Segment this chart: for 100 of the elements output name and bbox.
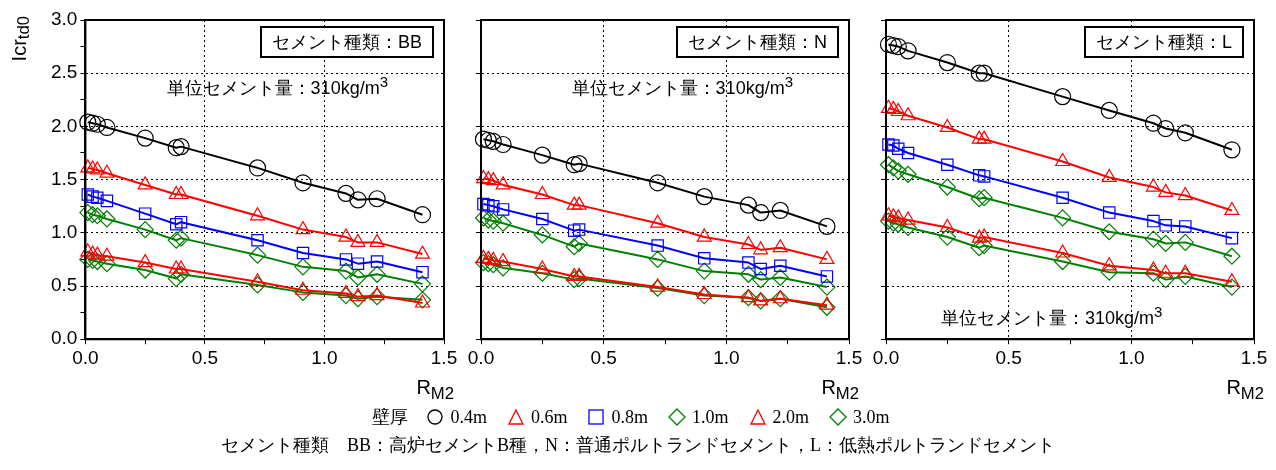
point	[740, 235, 756, 250]
point	[482, 198, 495, 212]
point	[1145, 178, 1161, 192]
point	[248, 159, 267, 177]
y-tick-label: 1.0	[50, 221, 78, 243]
point	[772, 290, 788, 304]
point	[698, 252, 711, 265]
point	[172, 265, 190, 283]
point	[884, 36, 902, 55]
point	[474, 253, 493, 272]
point	[818, 217, 836, 236]
point	[1144, 264, 1163, 282]
y-tick-label: 1.5	[50, 167, 78, 189]
point	[1223, 141, 1241, 159]
point	[251, 233, 264, 247]
point	[649, 279, 667, 297]
point	[566, 267, 582, 282]
point	[884, 214, 902, 232]
point	[565, 238, 583, 256]
point	[899, 165, 917, 183]
point	[819, 250, 835, 264]
annotation: セメント種類：L	[1083, 26, 1244, 58]
point	[1224, 201, 1240, 216]
point	[337, 286, 355, 305]
point	[1158, 183, 1174, 197]
point	[938, 178, 956, 196]
point	[938, 228, 956, 246]
point	[81, 188, 95, 201]
point	[1145, 261, 1161, 275]
point	[138, 207, 152, 220]
point	[887, 139, 900, 152]
point	[89, 246, 105, 260]
point	[650, 214, 666, 228]
x-tick-label: 1.5	[430, 346, 458, 368]
point	[479, 211, 497, 229]
point	[1103, 206, 1116, 219]
point	[350, 288, 366, 302]
point	[1147, 214, 1160, 228]
point	[338, 228, 354, 242]
point	[567, 224, 581, 237]
point	[295, 281, 311, 295]
point	[98, 210, 116, 228]
point	[970, 239, 988, 257]
point	[879, 156, 898, 174]
point	[939, 218, 955, 233]
point	[339, 253, 353, 266]
point	[88, 115, 106, 133]
point	[368, 265, 386, 283]
point	[534, 260, 550, 274]
point	[971, 130, 987, 144]
point	[752, 292, 770, 310]
point	[695, 262, 713, 280]
y-tick-label: 2.0	[50, 114, 78, 136]
point	[885, 100, 901, 114]
y-tick-label: 0.5	[50, 274, 78, 296]
legend-label: 0.8m	[611, 407, 648, 427]
point	[938, 53, 956, 72]
point	[739, 265, 758, 283]
point	[295, 221, 311, 235]
point	[369, 233, 385, 247]
point	[818, 278, 836, 296]
point	[739, 196, 758, 214]
point	[1223, 278, 1241, 296]
point	[349, 268, 367, 287]
point	[83, 206, 102, 224]
point	[884, 159, 902, 177]
point	[494, 135, 512, 154]
point	[1158, 264, 1174, 278]
point	[137, 253, 153, 268]
point	[570, 155, 588, 173]
point	[167, 269, 185, 288]
point	[494, 259, 512, 277]
point	[536, 212, 549, 226]
point	[369, 286, 385, 301]
point	[349, 191, 367, 209]
point	[88, 207, 106, 225]
point	[900, 211, 916, 225]
point	[565, 156, 583, 174]
point	[752, 203, 770, 222]
legend-label: 2.0m	[772, 407, 810, 427]
point	[772, 239, 788, 253]
point	[1100, 101, 1118, 120]
point	[416, 265, 429, 279]
point	[248, 276, 267, 294]
point	[80, 243, 96, 257]
point	[742, 256, 755, 269]
legend-label: 0.4m	[450, 407, 487, 427]
point	[99, 247, 115, 261]
point	[892, 142, 905, 155]
point	[1225, 231, 1239, 245]
point	[80, 159, 96, 173]
point	[296, 246, 310, 260]
point	[368, 190, 386, 208]
point	[168, 185, 184, 200]
point	[970, 190, 988, 208]
point	[337, 262, 355, 280]
point	[167, 139, 185, 157]
point	[79, 203, 97, 222]
point	[754, 262, 767, 276]
point	[494, 214, 512, 232]
